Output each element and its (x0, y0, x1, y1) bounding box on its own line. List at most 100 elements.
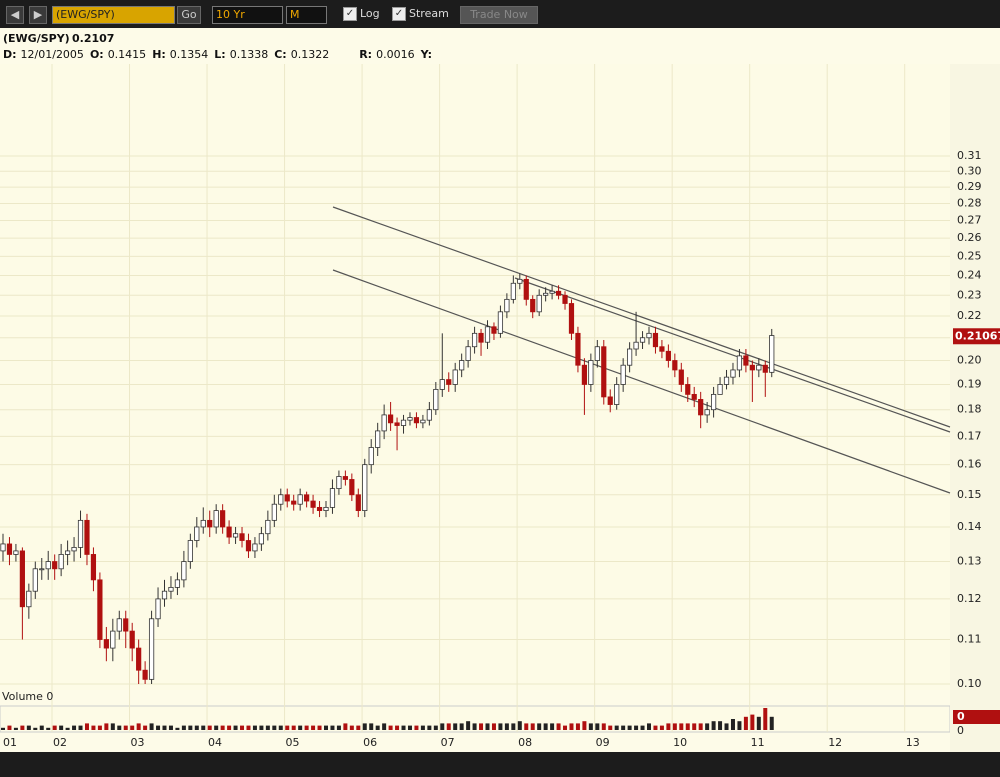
candle-body (0, 543, 6, 552)
candle-body (433, 388, 439, 411)
candle-body (161, 590, 168, 600)
candle-body (39, 568, 45, 571)
volume-bar (453, 723, 458, 730)
volume-bar (356, 725, 361, 730)
volume-bar (498, 723, 503, 730)
candle-body (123, 618, 129, 632)
forward-button[interactable]: ▶ (29, 6, 47, 24)
candle-body (291, 500, 297, 505)
volume-tag: 0 (957, 710, 965, 723)
candle-body (549, 290, 555, 294)
y-tick-label: 0.12 (957, 592, 982, 605)
x-tick-label: 06 (363, 736, 377, 749)
volume-bar (672, 723, 677, 730)
volume-bar (52, 725, 57, 730)
candle-body (601, 346, 607, 398)
volume-bar (511, 723, 516, 730)
volume-bar (718, 721, 723, 730)
back-button[interactable]: ◀ (6, 6, 24, 24)
volume-bar (136, 723, 141, 730)
volume-bar (104, 723, 109, 730)
volume-bar (388, 725, 393, 730)
volume-bar (627, 725, 632, 730)
volume-bar (556, 723, 561, 730)
volume-bar (156, 725, 161, 730)
x-tick-label: 02 (53, 736, 67, 749)
info-value: 0.1354 (169, 48, 209, 61)
stream-checkbox[interactable]: ✓ (392, 7, 406, 21)
volume-bar (240, 725, 245, 730)
candle-body (58, 554, 64, 570)
volume-bar (763, 708, 768, 730)
info-label: Y: (420, 48, 432, 61)
volume-bar (175, 727, 180, 730)
info-label: R: (359, 48, 373, 61)
candle-body (620, 364, 626, 385)
y-tick-label: 0.26 (957, 231, 982, 244)
x-tick-label: 13 (906, 736, 920, 749)
y-tick-label: 0.15 (957, 488, 982, 501)
x-tick-label: 08 (518, 736, 532, 749)
symbol-input[interactable]: (EWG/SPY) (52, 6, 175, 24)
volume-bar (685, 723, 690, 730)
candle-body (678, 369, 684, 385)
volume-bar (730, 719, 735, 730)
candle-body (252, 543, 258, 552)
volume-bar (369, 723, 374, 730)
candle-body (65, 550, 71, 555)
info-panel: (EWG/SPY) 0.2107 D: 12/01/2005 O: 0.1415 H: 0… (0, 28, 1000, 64)
candle-body (310, 500, 316, 508)
y-tick-label: 0.23 (957, 288, 982, 301)
candle-body (110, 630, 116, 649)
volume-bar (188, 725, 193, 730)
candle-body (471, 332, 478, 348)
volume-bar (769, 716, 774, 730)
go-button[interactable]: Go (177, 6, 201, 24)
candle-body (407, 417, 413, 421)
interval-select[interactable]: M (286, 6, 327, 24)
candle-body (265, 519, 271, 535)
volume-bar (7, 725, 12, 730)
volume-bar (39, 725, 44, 730)
info-label: D: (3, 48, 17, 61)
volume-bar (304, 725, 309, 730)
volume-bar (91, 725, 96, 730)
volume-bar (588, 723, 593, 730)
volume-bar (59, 725, 64, 730)
candle-body (717, 384, 723, 395)
volume-bar (711, 721, 716, 730)
volume-bar (123, 725, 128, 730)
volume-bar (575, 723, 580, 730)
candle-body (698, 399, 704, 416)
candle-body (711, 393, 717, 411)
volume-bar (743, 716, 748, 730)
log-checkbox[interactable]: ✓ (343, 7, 357, 21)
volume-bar (375, 725, 380, 730)
candle-body (452, 369, 458, 385)
volume-bar (621, 725, 626, 730)
candle-body (207, 519, 213, 528)
candle-body (633, 341, 639, 350)
info-label: C: (274, 48, 287, 61)
period-select[interactable]: 10 Yr (212, 6, 283, 24)
volume-tick-label: 0 (957, 724, 964, 737)
candle-body (639, 337, 646, 343)
candle-body (459, 360, 465, 371)
candle-body (168, 586, 174, 592)
candle-body (381, 414, 387, 432)
volume-bar (1, 727, 5, 730)
candle-body (652, 332, 659, 348)
volume-bar (466, 721, 471, 730)
last-price: 0.2107 (72, 32, 115, 45)
x-tick-label: 11 (751, 736, 765, 749)
volume-bar (569, 723, 574, 730)
volume-bar (252, 725, 257, 730)
x-tick-label: 10 (673, 736, 687, 749)
log-label: Log (360, 7, 380, 20)
volume-bar (382, 723, 387, 730)
price-tag: 0.21067 (955, 329, 1000, 342)
x-tick-label: 12 (828, 736, 842, 749)
trade-button[interactable]: Trade Now (460, 6, 538, 24)
candle-body (736, 355, 743, 371)
